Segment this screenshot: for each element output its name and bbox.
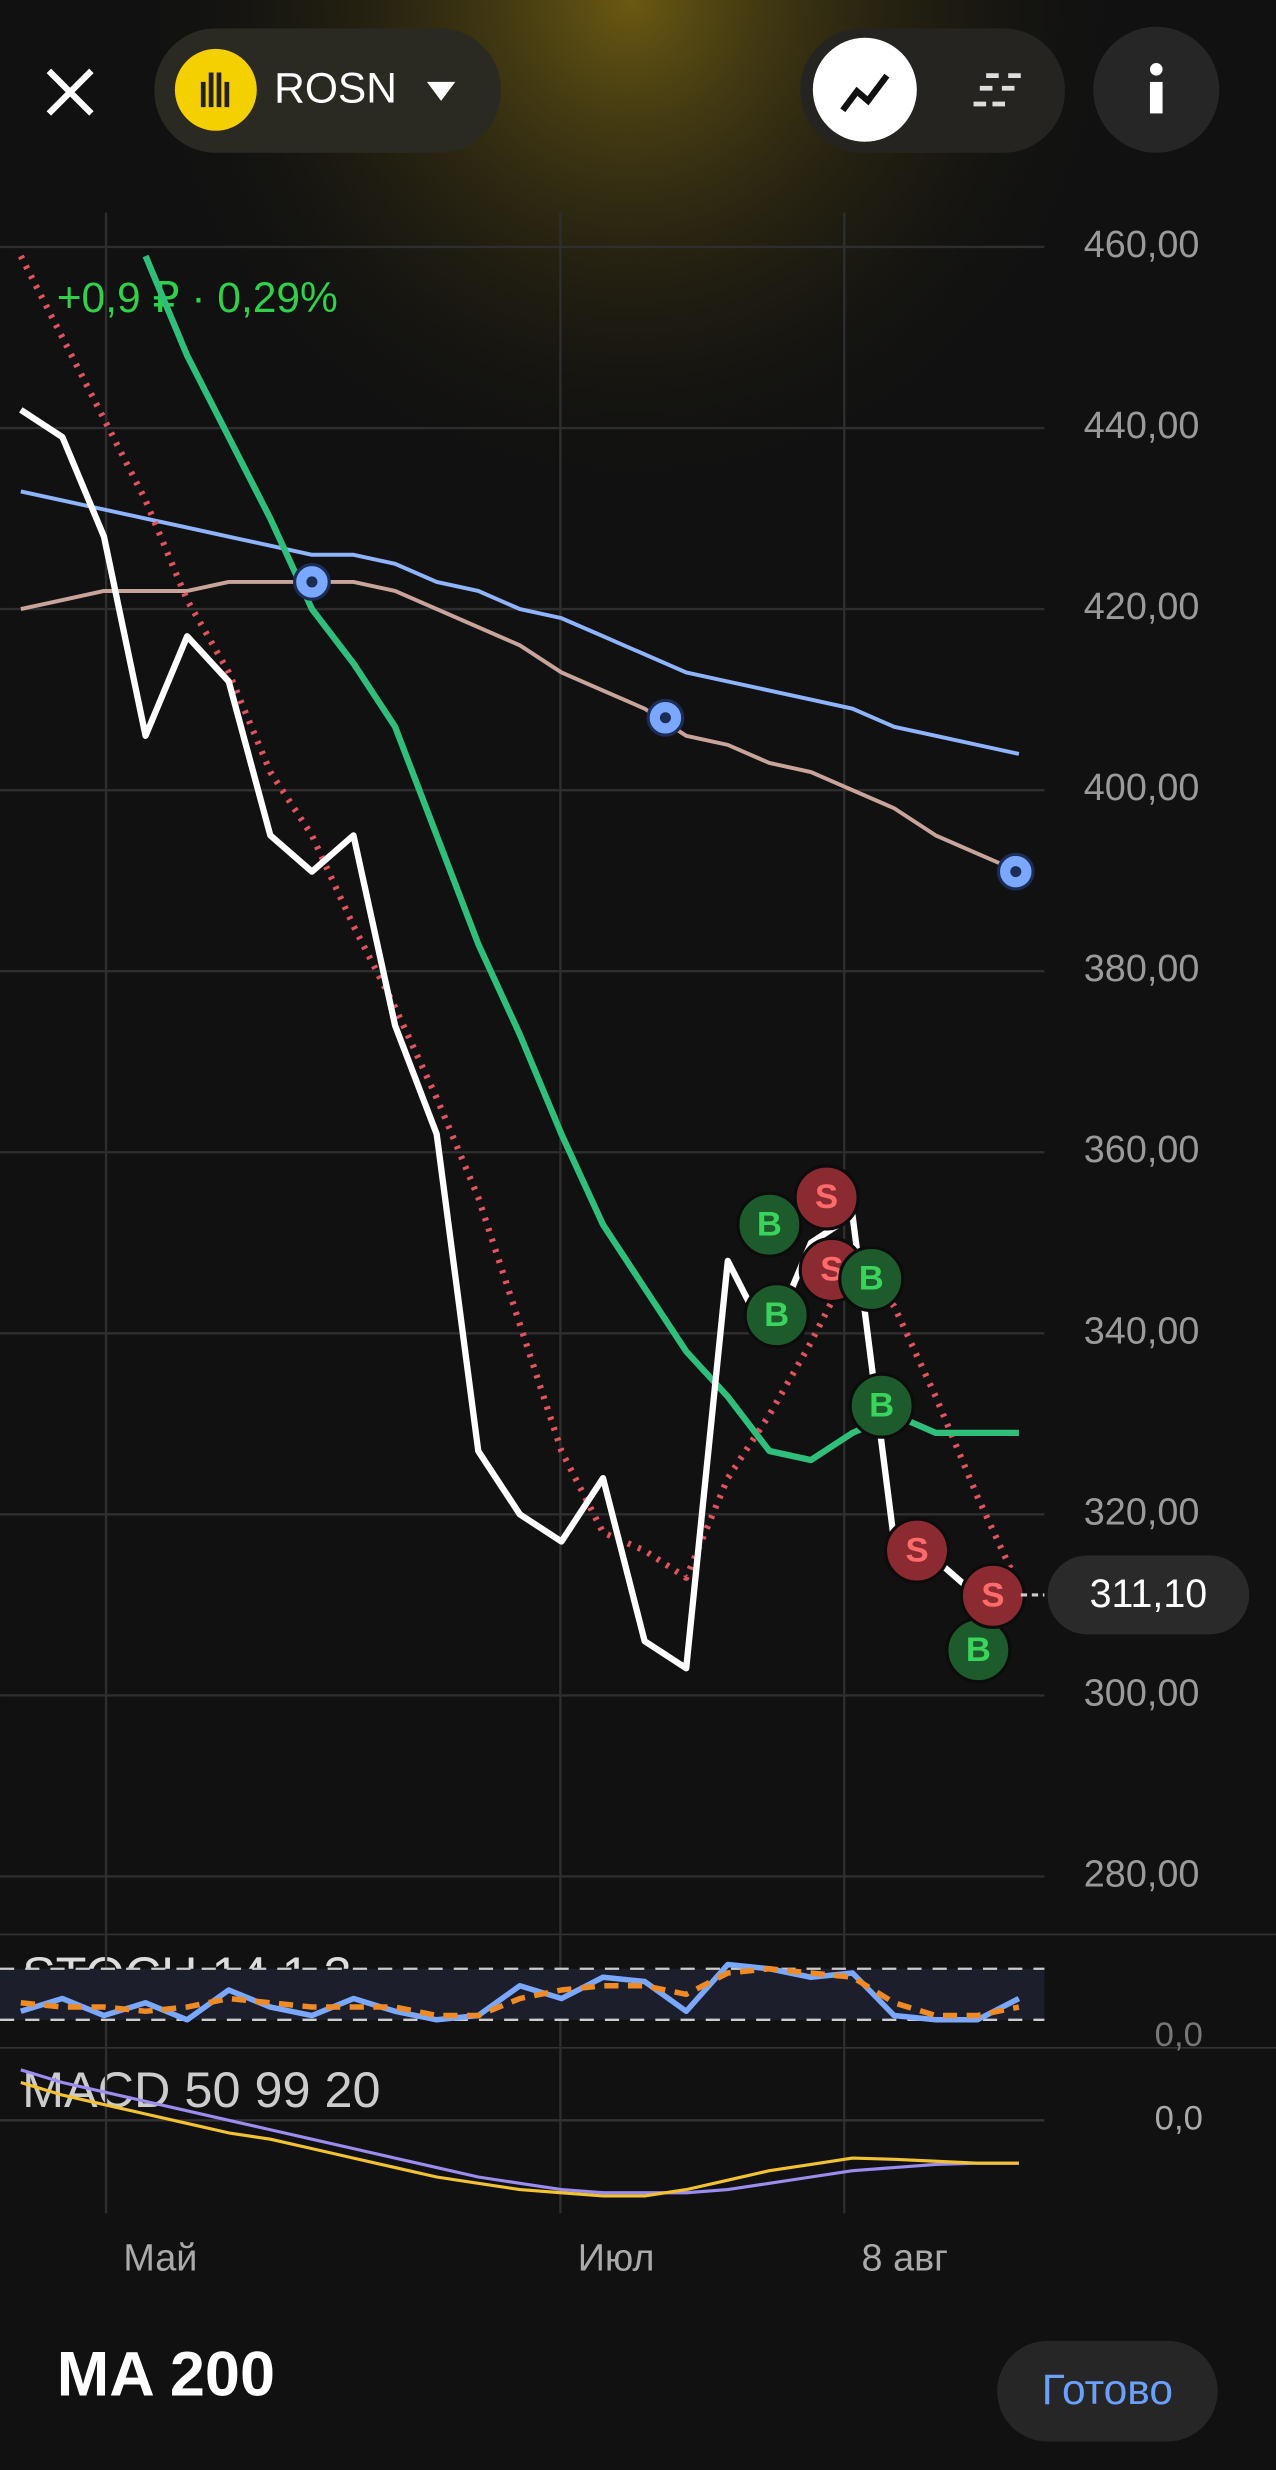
y-tick-label: 300,00 (1084, 1672, 1200, 1714)
macd-tick-label: 0,0 (1155, 2099, 1203, 2137)
trade-signal (793, 1164, 860, 1231)
y-tick-label: 280,00 (1084, 1853, 1200, 1895)
done-label: Готово (1042, 2366, 1173, 2414)
trade-signal-label: B (757, 1205, 782, 1243)
last-price-label: 311,10 (1090, 1572, 1208, 1616)
trade-signal-label: B (869, 1386, 894, 1424)
y-tick-label: 360,00 (1084, 1129, 1200, 1171)
series-line (20, 579, 1020, 874)
done-button[interactable]: Готово (997, 2340, 1218, 2442)
y-tick-label: 400,00 (1084, 767, 1200, 809)
x-tick-label: 8 авг (862, 2237, 948, 2279)
trade-signal (743, 1282, 810, 1349)
trade-signal (848, 1372, 915, 1439)
macd-label: MACD 50 99 20 (22, 2061, 381, 2118)
trade-signal-label: S (905, 1531, 928, 1569)
trade-signal-label: B (859, 1260, 884, 1298)
chart-type-toggle[interactable] (800, 28, 1065, 153)
stoch-tick-label: 0,0 (1155, 2016, 1203, 2054)
info-button[interactable] (1093, 26, 1220, 153)
y-tick-label: 320,00 (1084, 1491, 1200, 1533)
series-line (20, 489, 1020, 756)
series-line (20, 1961, 1021, 2023)
trade-signal-label: S (815, 1178, 838, 1216)
series-line (20, 1965, 1020, 2019)
price-change: +0,9 ₽ · 0,29% (57, 274, 338, 322)
ticker-selector[interactable]: ROSN (154, 28, 501, 153)
y-tick-label: 420,00 (1084, 586, 1200, 628)
series-line (18, 254, 1022, 1589)
ma-marker-dot (659, 712, 671, 724)
y-tick-label: 440,00 (1084, 405, 1200, 447)
close-button[interactable] (46, 68, 94, 116)
trade-signal-label: B (966, 1631, 991, 1669)
trade-signal-label: S (981, 1577, 1004, 1615)
trade-signal (883, 1517, 951, 1584)
x-tick-label: Май (123, 2237, 197, 2279)
trade-signal-label: B (764, 1296, 789, 1334)
trade-signal-label: S (820, 1251, 843, 1289)
indicator-name: MA 200 (57, 2339, 275, 2409)
ma-marker-dot (1010, 866, 1022, 878)
series-line (20, 2068, 1019, 2195)
x-tick-label: Июл (578, 2237, 655, 2279)
series-line (20, 2080, 1019, 2198)
last-price-box (1047, 1555, 1250, 1635)
ma-marker-dot (306, 576, 318, 588)
ticker: ROSN (274, 65, 397, 113)
y-tick-label: 380,00 (1084, 948, 1200, 990)
y-tick-label: 460,00 (1084, 224, 1200, 266)
trade-signal (838, 1245, 905, 1313)
y-tick-label: 340,00 (1084, 1310, 1200, 1352)
trade-signal (736, 1191, 803, 1258)
